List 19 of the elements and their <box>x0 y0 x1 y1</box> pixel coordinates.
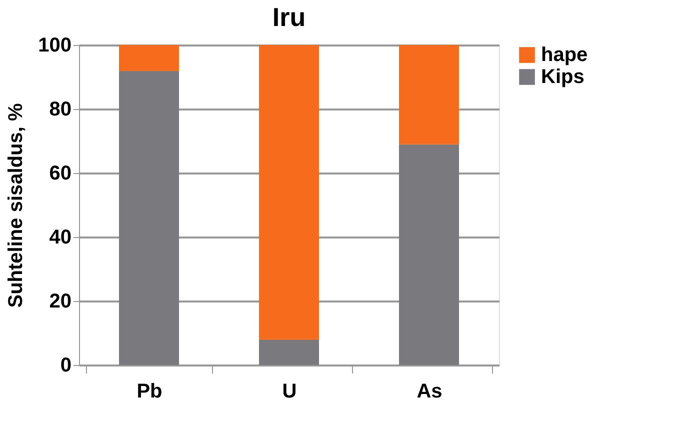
bar <box>259 339 319 365</box>
x-tick-label: As <box>416 380 442 402</box>
legend-label: Kips <box>541 66 584 88</box>
y-tick-label: 0 <box>60 354 72 376</box>
legend-label: hape <box>541 44 588 66</box>
y-tick-label: 20 <box>49 290 72 312</box>
x-tick-label: U <box>282 380 297 402</box>
chart-title: Iru <box>272 2 306 32</box>
bar <box>119 70 179 365</box>
bar <box>259 45 319 340</box>
bar <box>119 45 179 71</box>
y-tick-label: 60 <box>49 162 72 184</box>
y-axis-title: Suhteline sisaldus, % <box>5 103 28 308</box>
y-tick-label: 100 <box>38 34 72 56</box>
bar <box>399 144 459 365</box>
bar <box>399 45 459 144</box>
x-tick-label: Pb <box>136 380 162 402</box>
y-tick-label: 40 <box>49 226 72 248</box>
y-tick-label: 80 <box>49 98 72 120</box>
